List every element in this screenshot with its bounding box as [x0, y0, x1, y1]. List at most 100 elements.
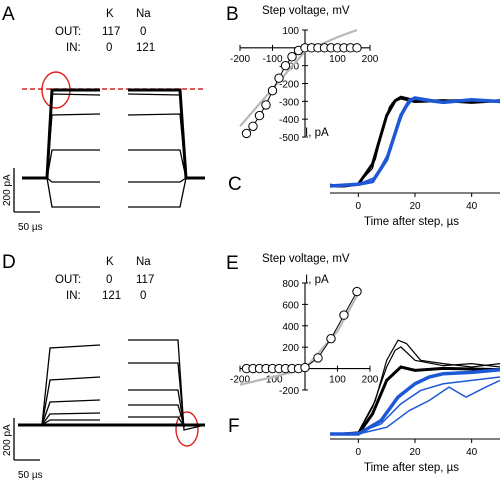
data-point [326, 333, 336, 344]
data-point [267, 85, 278, 96]
chart-c: 0 20 40 Time after step, µs [329, 95, 500, 228]
panel-label-c: C [228, 174, 242, 195]
ion-header-na-d: Na [136, 256, 151, 268]
trace-a-right-6 [128, 177, 187, 208]
series-line [329, 346, 500, 435]
row-label-out: OUT: [55, 26, 81, 38]
x-tick-label: -100 [262, 375, 282, 386]
y-tick-label: -200 [279, 80, 299, 91]
x-tick-label: 20 [409, 447, 421, 458]
trace-d-right-4 [128, 404, 185, 427]
y-tick-label: 800 [282, 279, 299, 290]
x-axis-label: Time after step, µs [364, 462, 459, 474]
trace-d-right-5 [128, 416, 185, 427]
data-point [280, 60, 291, 71]
trace-a-right-5 [128, 177, 187, 183]
row-label-in: IN: [66, 42, 81, 54]
trace-a-left-5 [46, 177, 100, 183]
panel-label-a: A [2, 4, 15, 25]
scale-current-a: 200 pA [2, 174, 13, 206]
data-point [261, 100, 271, 110]
ion-header-k: K [106, 8, 114, 20]
y-tick-label: -500 [279, 133, 299, 144]
x-tick-label: -100 [262, 54, 282, 65]
scale-bar-a: 200 pA 50 µs [2, 168, 43, 233]
x-axis-label: Time after step, µs [364, 216, 459, 228]
row-label-out-d: OUT: [55, 274, 81, 286]
trace-a-right-4 [128, 149, 187, 179]
trace-a-left-1 [22, 88, 100, 180]
data-point [287, 52, 297, 62]
trace-a-right-3 [127, 113, 187, 179]
y-tick-label: -400 [279, 115, 299, 126]
chart-f: 0 20 40 Time after step, µs [329, 339, 500, 474]
x-tick-label: 200 [362, 375, 379, 386]
value-in-k: 0 [106, 42, 112, 54]
y-axis-label: I, pA [305, 274, 329, 286]
trace-a-left-6 [46, 177, 100, 208]
x-tick-label: -200 [230, 375, 250, 386]
x-tick-label: 100 [329, 54, 346, 65]
value-out-na: 0 [140, 26, 146, 38]
x-tick-label: -200 [230, 54, 250, 65]
x-tick-label: 0 [356, 201, 362, 212]
value-in-na: 121 [136, 42, 155, 54]
data-point [274, 73, 284, 83]
y-tick-label: 400 [282, 322, 299, 333]
x-tick-label: 20 [409, 201, 421, 212]
trace-d-left-4 [41, 412, 101, 426]
scale-current-d: 200 pA [2, 424, 13, 456]
trace-a-left-2 [46, 93, 101, 179]
y-tick-label: 100 [282, 26, 299, 37]
series-line [329, 339, 500, 435]
panel-label-d: D [2, 252, 16, 273]
data-point [241, 128, 252, 139]
trace-d-left-1 [41, 344, 101, 426]
y-tick-label: -200 [279, 386, 299, 397]
ion-header-k-d: K [106, 256, 114, 268]
trace-a-left-4 [46, 149, 100, 179]
traces-a [22, 71, 205, 208]
ion-header-na: Na [136, 8, 151, 20]
trace-d-right-2 [128, 362, 185, 429]
x-tick-label: 200 [362, 54, 379, 65]
series-line [246, 291, 358, 370]
row-label-in-d: IN: [66, 290, 81, 302]
panel-label-b: B [226, 4, 239, 25]
value-out-k-d: 0 [106, 274, 112, 286]
data-point [352, 43, 362, 53]
trace-a-right-2 [127, 93, 187, 179]
trace-d-right-3 [128, 389, 185, 428]
data-point [313, 353, 323, 363]
value-out-k: 117 [102, 26, 120, 38]
series-line [329, 97, 500, 187]
x-tick-label: 100 [329, 375, 346, 386]
trace-d-right-1 [128, 339, 206, 431]
series-line [329, 95, 500, 187]
panel-label-f: F [228, 416, 240, 437]
series-line [329, 97, 500, 186]
data-point [254, 110, 265, 121]
value-in-na-d: 0 [140, 290, 146, 302]
trace-d-left-2 [41, 376, 101, 426]
x-axis-label: Step voltage, mV [262, 5, 350, 17]
x-tick-label: 40 [466, 201, 478, 212]
y-tick-label: -300 [279, 97, 299, 108]
scale-time-d: 50 µs [18, 470, 43, 481]
series-line [329, 376, 500, 435]
value-in-k-d: 121 [102, 290, 121, 302]
highlight-ellipse-d [175, 411, 199, 447]
x-tick-label: 0 [356, 447, 362, 458]
y-axis-label: I, pA [305, 127, 329, 139]
series-line [330, 96, 500, 188]
trace-a-left-3 [46, 113, 101, 179]
value-out-na-d: 117 [136, 274, 154, 286]
traces-d [18, 339, 206, 447]
data-point [339, 310, 349, 320]
trace-d-left-3 [41, 399, 101, 426]
scale-time-a: 50 µs [18, 222, 43, 233]
x-axis-label: Step voltage, mV [262, 253, 350, 265]
trace-a-right-1 [128, 88, 205, 180]
